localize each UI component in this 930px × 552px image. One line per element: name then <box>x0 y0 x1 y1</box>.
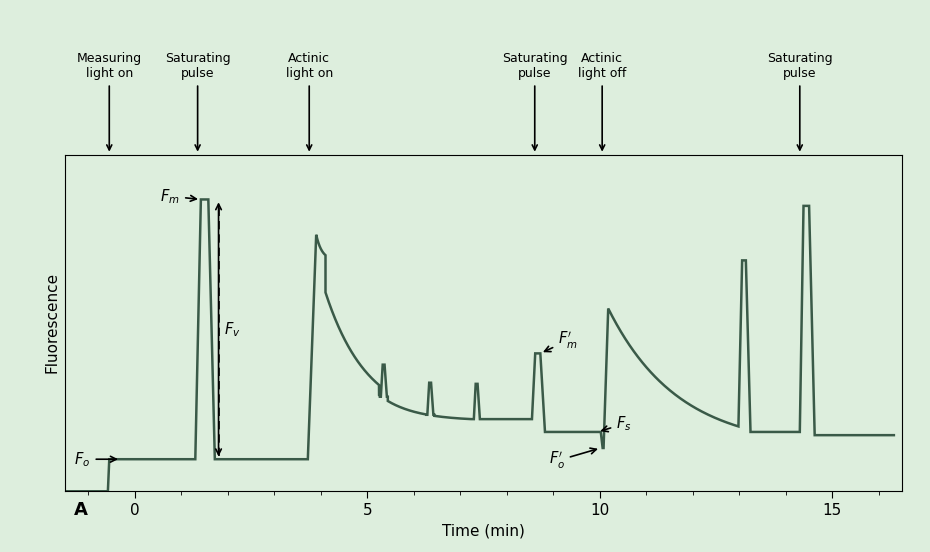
Text: Measuring
light on: Measuring light on <box>76 52 142 150</box>
Text: A: A <box>73 501 87 519</box>
X-axis label: Time (min): Time (min) <box>442 524 525 539</box>
Text: Saturating
pulse: Saturating pulse <box>767 52 832 150</box>
Text: Saturating
pulse: Saturating pulse <box>165 52 231 150</box>
Text: $F_v$: $F_v$ <box>224 320 241 339</box>
Text: Actinic
light on: Actinic light on <box>286 52 333 150</box>
Text: $F_o$: $F_o$ <box>74 450 116 469</box>
Text: $F_o'$: $F_o'$ <box>549 448 596 471</box>
Y-axis label: Fluorescence: Fluorescence <box>45 272 60 374</box>
Text: $F_m'$: $F_m'$ <box>545 330 578 352</box>
Text: $F_m$: $F_m$ <box>161 187 196 205</box>
Text: $F_s$: $F_s$ <box>602 415 631 433</box>
Text: Saturating
pulse: Saturating pulse <box>502 52 567 150</box>
Text: Actinic
light off: Actinic light off <box>578 52 627 150</box>
